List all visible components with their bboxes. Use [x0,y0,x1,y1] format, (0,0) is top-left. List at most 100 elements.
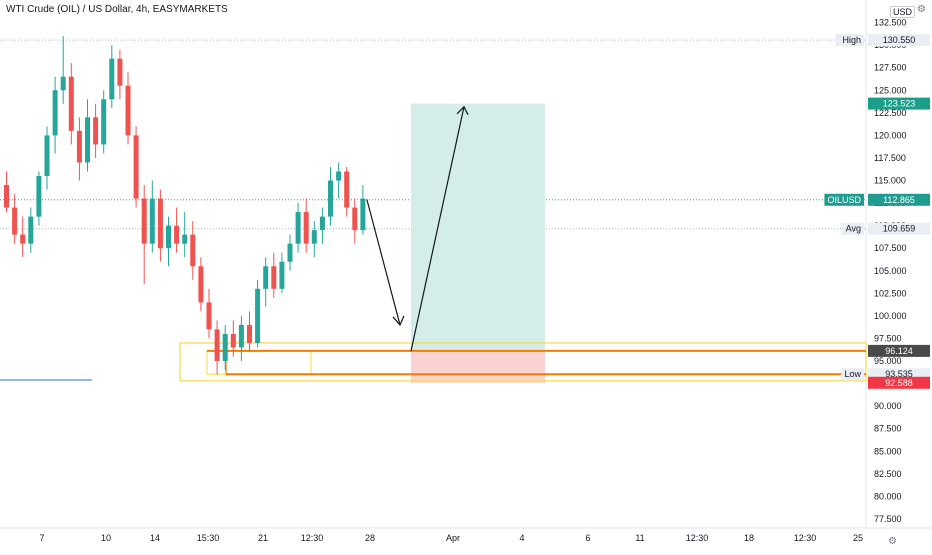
candle-body [247,324,252,343]
x-tick-label: 28 [365,533,375,543]
y-tick-label: 107.500 [874,243,907,253]
candle-body [125,85,131,136]
candle-body [133,135,139,199]
candle-body [263,266,269,289]
candle-body [76,130,82,163]
price-axis-background [866,0,932,550]
candle-body [166,225,171,249]
candle-body [295,212,301,244]
candle-body [28,216,34,244]
candle-body [328,180,333,217]
chart-title: WTI Crude (OIL) / US Dollar, 4h, EASYMAR… [6,4,228,15]
price-badge [868,376,930,389]
arrowhead-up [456,105,469,116]
candle-body [60,76,66,91]
candle-body [190,234,196,267]
y-tick-label: 80.000 [874,491,902,501]
y-tick-label: 122.500 [874,108,907,118]
x-tick-label: Apr [446,533,460,543]
price-badge-value: 112.865 [883,195,915,205]
price-badge-value: 96.124 [885,346,913,356]
y-tick-label: 127.500 [874,63,907,73]
candle-body [101,99,107,145]
projection-arrow-up [410,106,465,352]
price-label-tag [835,34,864,47]
candle-body [198,266,204,303]
candle-body [206,302,212,330]
price-label-text: High [842,35,861,45]
y-tick-label: 90.000 [874,401,902,411]
price-label-tag [824,193,864,206]
price-badge [868,34,930,47]
price-badge-value: 130.550 [883,35,916,45]
y-tick-label: 85.000 [874,446,902,456]
x-tick-label: 21 [258,533,268,543]
candle-body [230,333,236,348]
target-zone [411,103,545,351]
y-tick-label: 95.000 [874,356,902,366]
y-tick-label: 77.500 [874,514,902,524]
candle-body [287,243,293,262]
support-zone-inner [206,350,312,375]
x-tick-label: 6 [585,533,590,543]
x-tick-label: 14 [150,533,160,543]
price-label-tag [841,368,864,381]
stop-zone [411,350,545,383]
price-badge-value: 92.588 [885,378,913,388]
candle-body [141,198,147,244]
candle-body [336,171,342,181]
price-badge [868,344,930,357]
x-tick-label: 18 [744,533,754,543]
price-label-text: Avg [846,224,861,234]
price-badge [868,97,930,110]
projection-arrow-down [366,199,401,326]
candle-body [52,90,58,136]
price-badge-value: 123.523 [883,99,916,109]
x-tick-label: 15:30 [197,533,220,543]
y-tick-label: 125.000 [874,85,907,95]
x-tick-label: 12:30 [686,533,709,543]
candle-body [222,333,228,362]
candle-body [20,234,26,244]
candle-body [109,58,115,100]
candle-body [68,76,74,131]
y-tick-label: 132.500 [874,18,907,28]
y-tick-label: 82.500 [874,469,902,479]
price-badge-value: 109.659 [883,224,916,234]
price-label-text: Low [844,369,861,379]
price-badge [868,222,930,235]
candle-body [44,135,50,176]
y-tick-label: 115.000 [874,176,906,186]
candle-body [4,185,9,208]
candle-body [36,176,42,217]
x-tick-label: 11 [635,533,644,543]
candle-body [12,207,18,235]
price-badge [868,193,930,206]
x-tick-label: 12:30 [794,533,817,543]
y-tick-label: 102.500 [874,288,907,298]
candle-body [344,171,350,208]
currency-button[interactable]: USD [890,6,916,18]
x-tick-label: 4 [519,533,524,543]
arrowhead-down [392,315,405,327]
candle-body [311,230,317,244]
x-tick-label: 10 [101,533,111,543]
y-tick-label: 105.000 [874,266,907,276]
y-tick-label: 117.500 [874,153,906,163]
candle-body [117,58,123,86]
settings-corner-icon[interactable]: ⚙ [888,536,897,547]
y-tick-label: 100.000 [874,311,907,321]
candle-body [85,117,90,163]
candle-body [182,234,188,244]
candle-body [238,324,244,348]
candle-body [303,212,309,244]
candle-body [360,198,366,231]
candle-body [149,198,155,244]
gear-icon[interactable]: ⚙ [917,4,926,15]
candle-body [352,207,358,231]
candle-body [279,261,285,289]
x-tick-label: 12:30 [301,533,324,543]
candle-body [271,266,277,289]
